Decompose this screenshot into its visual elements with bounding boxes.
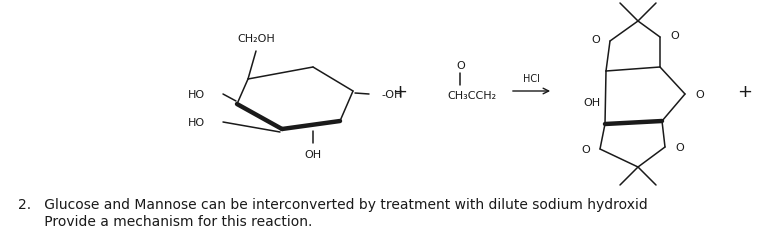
Text: CH₃CCH₂: CH₃CCH₂ (447, 91, 496, 101)
Text: CH₂OH: CH₂OH (237, 34, 275, 44)
Text: HO: HO (188, 117, 205, 128)
Text: -OH: -OH (381, 90, 403, 100)
Text: O: O (456, 61, 466, 71)
Text: 2.   Glucose and Mannose can be interconverted by treatment with dilute sodium h: 2. Glucose and Mannose can be interconve… (18, 197, 648, 211)
Text: OH: OH (304, 149, 321, 159)
Text: O: O (591, 35, 600, 45)
Text: +: + (738, 83, 752, 101)
Text: +: + (393, 83, 407, 101)
Text: O: O (670, 31, 679, 41)
Text: O: O (675, 142, 683, 152)
Text: HO: HO (188, 90, 205, 100)
Text: HCl: HCl (522, 74, 539, 84)
Text: O: O (581, 144, 590, 154)
Text: Provide a mechanism for this reaction.: Provide a mechanism for this reaction. (18, 214, 312, 228)
Text: O: O (695, 90, 704, 100)
Text: OH: OH (584, 98, 601, 108)
